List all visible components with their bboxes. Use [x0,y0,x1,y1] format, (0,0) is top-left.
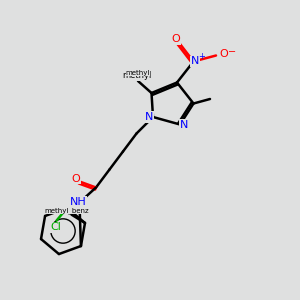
Text: O: O [171,34,180,44]
Text: methyl: methyl [126,70,150,76]
Text: +: + [199,52,205,61]
Text: O: O [219,49,228,59]
Text: methyl: methyl [127,71,131,73]
Text: −: − [227,47,236,58]
Text: Cl: Cl [50,223,61,232]
Text: N: N [179,119,188,130]
Text: NH: NH [70,197,86,207]
Text: methyl: methyl [122,71,151,80]
Text: N: N [145,112,154,122]
Text: N: N [191,56,199,67]
Text: O: O [71,173,80,184]
Text: methyl_benz: methyl_benz [45,207,89,214]
